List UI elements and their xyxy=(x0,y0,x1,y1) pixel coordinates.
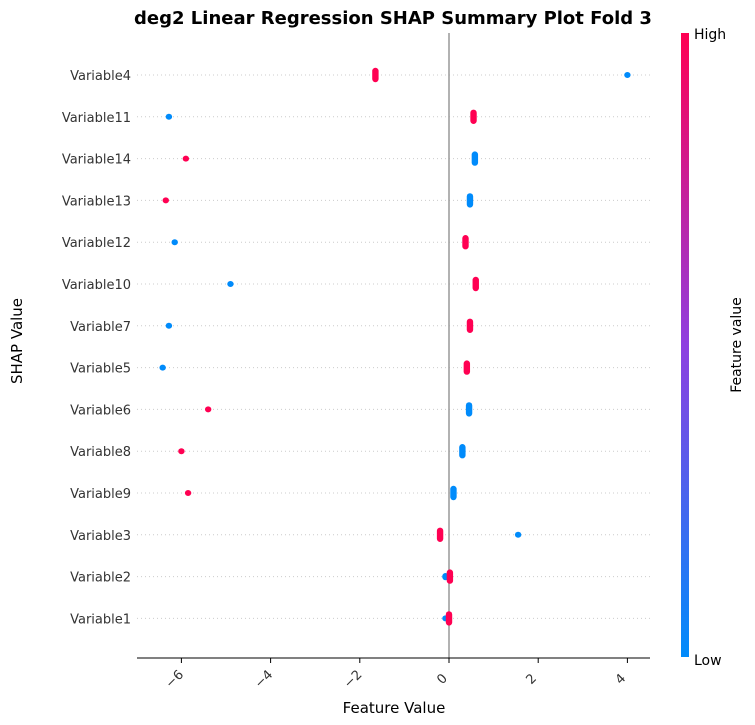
feature-label-variable6: Variable6 xyxy=(70,403,131,418)
feature-label-variable9: Variable9 xyxy=(70,487,131,502)
shap-point-variable6-1 xyxy=(465,402,473,417)
shap-point-variable3-1 xyxy=(514,531,522,538)
shap-point-variable6-0 xyxy=(204,406,212,413)
feature-label-variable14: Variable14 xyxy=(62,153,131,168)
x-tick-label: 0 xyxy=(434,671,450,687)
shap-point-variable12-1 xyxy=(462,235,469,250)
grid-lines xyxy=(137,74,650,619)
feature-label-variable10: Variable10 xyxy=(62,278,131,293)
shap-point-variable12-0 xyxy=(171,239,178,246)
y-axis-label: SHAP Value xyxy=(8,298,26,384)
shap-point-variable8-1 xyxy=(459,444,466,459)
x-tick-label: −2 xyxy=(341,667,365,691)
shap-point-variable9-0 xyxy=(184,490,192,496)
shap-point-variable5-0 xyxy=(159,364,166,371)
shap-point-variable4-1 xyxy=(624,72,631,78)
x-tick-label: 4 xyxy=(613,671,629,687)
colorbar-low-label: Low xyxy=(694,653,722,669)
shap-point-variable9-1 xyxy=(450,485,457,501)
feature-label-variable5: Variable5 xyxy=(70,362,131,377)
feature-label-variable7: Variable7 xyxy=(70,320,131,335)
shap-point-variable11-0 xyxy=(165,113,173,120)
shap-point-variable7-1 xyxy=(466,318,474,333)
shap-point-variable10-0 xyxy=(227,281,234,287)
colorbar xyxy=(681,33,689,657)
shap-point-variable14-1 xyxy=(471,151,479,166)
feature-label-variable11: Variable11 xyxy=(62,111,131,126)
shap-point-variable13-0 xyxy=(162,197,169,204)
shap-point-variable4-0 xyxy=(372,67,379,83)
x-axis-ticks: −6 −4 −2 0 2 4 xyxy=(163,658,629,692)
feature-label-variable13: Variable13 xyxy=(62,194,131,209)
shap-point-variable8-0 xyxy=(178,448,185,455)
shap-point-variable10-1 xyxy=(472,276,479,292)
x-tick-label: 2 xyxy=(523,671,539,687)
feature-labels: Variable4 Variable11 Variable14 Variable13 V… xyxy=(62,69,131,627)
chart-title: deg2 Linear Regression SHAP Summary Plot… xyxy=(134,8,652,29)
shap-point-variable14-0 xyxy=(182,155,190,162)
x-axis-label: Feature Value xyxy=(343,699,446,717)
shap-point-variable7-0 xyxy=(165,322,173,329)
feature-label-variable3: Variable3 xyxy=(70,529,131,544)
feature-label-variable8: Variable8 xyxy=(70,445,131,460)
feature-label-variable4: Variable4 xyxy=(70,69,131,84)
data-points xyxy=(159,67,631,626)
feature-label-variable1: Variable1 xyxy=(70,612,131,627)
colorbar-high-label: High xyxy=(694,27,726,43)
x-tick-label: −6 xyxy=(163,667,187,691)
feature-label-variable12: Variable12 xyxy=(62,236,131,251)
shap-point-variable11-1 xyxy=(470,109,477,124)
shap-point-variable2-1 xyxy=(446,569,454,584)
shap-point-variable3-0 xyxy=(436,527,444,542)
shap-point-variable1-1 xyxy=(445,611,453,626)
x-tick-label: −4 xyxy=(252,667,276,691)
colorbar-title: Feature value xyxy=(729,297,745,393)
feature-label-variable2: Variable2 xyxy=(70,571,131,586)
shap-point-variable13-1 xyxy=(466,193,474,208)
shap-point-variable5-1 xyxy=(463,360,471,375)
